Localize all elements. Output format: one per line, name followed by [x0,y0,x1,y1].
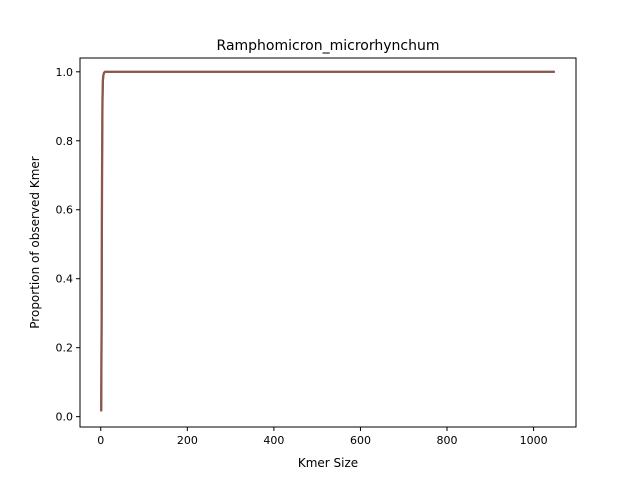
series-line-1 [100,70,555,412]
x-tick-label-3: 600 [350,434,371,447]
y-tick-label-3: 0.6 [56,204,74,217]
x-tick-label-2: 400 [263,434,284,447]
x-axis-label: Kmer Size [298,456,358,470]
ticks-layer: 0 200 400 600 800 1000 0.0 0.2 0.4 0.6 0.8 1.0 [56,66,548,447]
axes-layer [79,57,577,428]
series-layer [100,70,555,412]
y-tick-label-2: 0.4 [56,273,74,286]
x-tick-label-0: 0 [97,434,104,447]
plot-frame [79,57,577,428]
x-tick-label-1: 200 [177,434,198,447]
y-tick-label-1: 0.2 [56,342,74,355]
y-tick-label-5: 1.0 [56,66,74,79]
chart-title: Ramphomicron_microrhynchum [217,38,440,54]
x-tick-label-5: 1000 [520,434,548,447]
x-tick-label-4: 800 [437,434,458,447]
y-axis-label: Proportion of observed Kmer [28,156,42,328]
y-tick-label-4: 0.8 [56,135,74,148]
y-tick-label-0: 0.0 [56,411,74,424]
